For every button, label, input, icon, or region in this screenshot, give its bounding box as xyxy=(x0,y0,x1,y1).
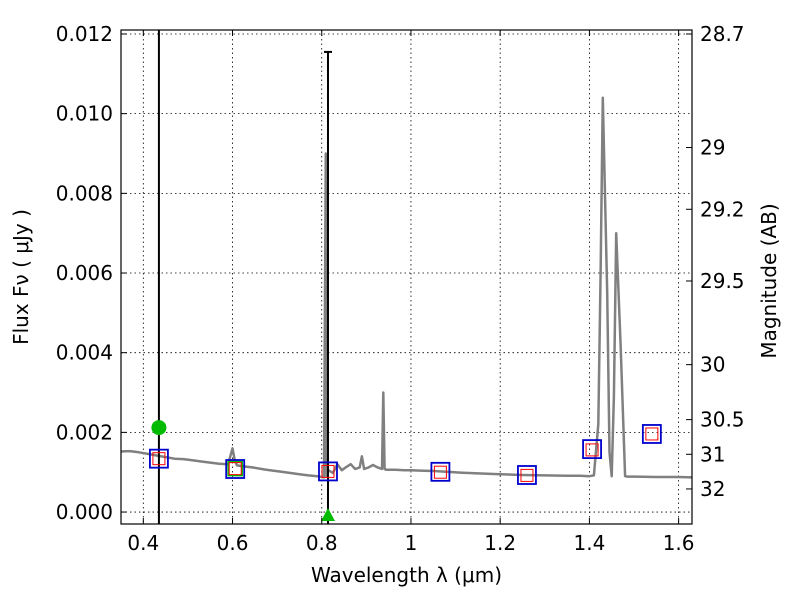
y-tick-label: 0.002 xyxy=(56,420,113,444)
photometry-marker xyxy=(149,448,169,469)
right-tick-label: 31 xyxy=(700,442,725,466)
model-photometry-marker xyxy=(520,468,534,482)
photometry-marker xyxy=(318,461,338,482)
model-photometry-marker xyxy=(228,462,242,476)
photometry-marker xyxy=(582,439,602,460)
x-tick-label: 0.6 xyxy=(217,531,249,555)
right-tick-label: 29.5 xyxy=(700,269,745,293)
x-axis-label: Wavelength λ (μm) xyxy=(311,563,502,587)
x-tick-label: 1.4 xyxy=(573,531,605,555)
right-tick-label: 30.5 xyxy=(700,408,745,432)
x-tick-label: 1.2 xyxy=(484,531,516,555)
photometry-marker xyxy=(225,459,246,479)
right-axis-label: Magnitude (AB) xyxy=(757,203,781,358)
right-tick-label: 30 xyxy=(700,353,725,377)
right-tick-label: 29 xyxy=(700,136,725,160)
x-tick-label: 1 xyxy=(405,531,418,555)
model-photometry-marker xyxy=(152,452,166,466)
x-tick-label: 0.8 xyxy=(306,531,338,555)
grid-lines xyxy=(121,30,692,524)
y-tick-label: 0.010 xyxy=(56,102,113,126)
right-tick-label: 28.7 xyxy=(700,22,745,46)
detection-triangle xyxy=(320,508,335,522)
y-tick-label: 0.008 xyxy=(56,181,113,205)
green-square-marker xyxy=(227,460,243,477)
x-tick-label: 1.6 xyxy=(663,531,695,555)
y-tick-label: 0.000 xyxy=(56,500,113,524)
detection-circle xyxy=(151,420,167,436)
photometry-marker xyxy=(641,424,662,444)
y-tick-label: 0.006 xyxy=(56,261,113,285)
tick-layer: 0.4 0.6 0.8 1 1.2 1.4 1.6 0.000 0.002 0.004 0.006 0… xyxy=(56,22,745,555)
photometry-marker xyxy=(517,465,537,485)
model-photometry-marker xyxy=(645,427,659,441)
y-tick-label: 0.012 xyxy=(56,22,113,46)
model-photometry-marker xyxy=(585,443,599,457)
y-axis-label: Flux Fν ( μJy ) xyxy=(9,209,33,345)
plot-frame xyxy=(120,29,693,525)
marker-layer xyxy=(149,420,662,522)
model-spectrum-layer xyxy=(120,96,693,479)
right-tick-label: 29.2 xyxy=(700,197,745,221)
y-tick-label: 0.004 xyxy=(56,341,113,365)
model-spectrum-line xyxy=(120,96,693,479)
x-tick-label: 0.4 xyxy=(127,531,159,555)
error-bar-layer xyxy=(157,30,332,524)
photometry-marker xyxy=(430,461,451,482)
right-tick-label: 32 xyxy=(700,477,725,501)
model-photometry-marker xyxy=(433,465,447,479)
model-photometry-marker xyxy=(321,464,335,478)
